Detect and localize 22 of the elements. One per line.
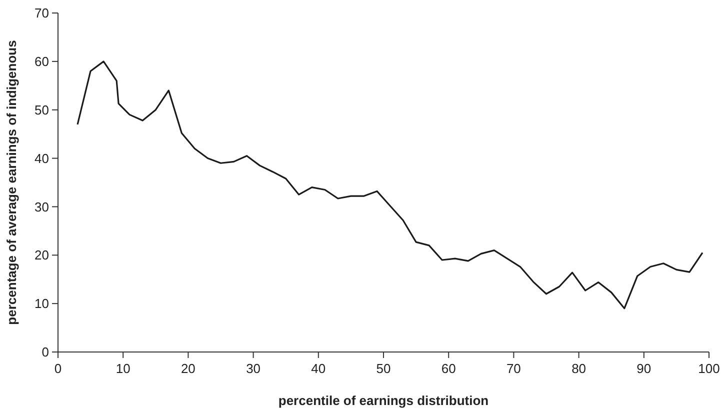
y-axis-title: percentage of average earnings of indigenous	[4, 40, 19, 325]
line-series	[76, 60, 704, 310]
x-tick-label: 70	[506, 361, 521, 376]
x-tick-label: 90	[636, 361, 652, 376]
y-tick-label: 20	[34, 248, 49, 263]
x-tick-label: 100	[698, 361, 720, 376]
x-axis-title: percentile of earnings distribution	[278, 393, 489, 408]
y-tick-label: 70	[34, 6, 49, 21]
y-tick-label: 60	[34, 54, 49, 69]
y-tick-label: 30	[34, 199, 49, 214]
x-tick-label: 0	[54, 361, 62, 376]
y-tick-label: 0	[42, 344, 49, 360]
x-tick-label: 40	[311, 361, 326, 376]
x-tick-label: 60	[441, 361, 456, 376]
y-tick-label: 10	[34, 296, 49, 312]
y-tick-label: 40	[34, 150, 49, 166]
x-tick-label: 30	[246, 361, 261, 376]
x-tick-label: 10	[116, 361, 130, 376]
y-tick-label: 50	[34, 102, 49, 118]
x-tick-label: 50	[376, 361, 391, 376]
x-tick-label: 20	[180, 361, 196, 376]
x-tick-label: 80	[572, 361, 586, 376]
